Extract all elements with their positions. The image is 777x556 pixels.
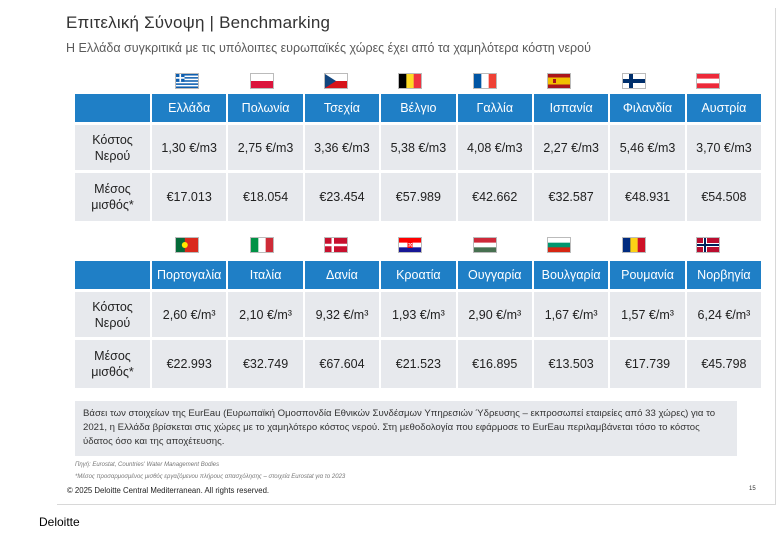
spain-flag-icon bbox=[522, 73, 596, 89]
cost-row-label: Κόστος Νερού bbox=[75, 289, 150, 337]
salary-cell: €16.895 bbox=[455, 337, 532, 388]
copyright-text: © 2025 Deloitte Central Mediterranean. A… bbox=[67, 486, 270, 495]
cost-cell: 2,90 €/m³ bbox=[455, 289, 532, 337]
salary-cell: €22.993 bbox=[150, 337, 227, 388]
portugal-flag-icon bbox=[150, 237, 224, 253]
flag-row-2 bbox=[150, 237, 745, 253]
salary-cell: €17.013 bbox=[150, 170, 227, 221]
greece-flag-icon bbox=[150, 73, 224, 89]
country-header: Ρουμανία bbox=[608, 261, 685, 289]
salary-row: Μέσος μισθός* €22.993 €32.749 €67.604 €21.52… bbox=[75, 337, 762, 388]
page-subtitle: Η Ελλάδα συγκριτικά με τις υπόλοιπες ευρ… bbox=[66, 41, 591, 55]
salary-row: Μέσος μισθός* €17.013 €18.054 €23.454 €57.98… bbox=[75, 170, 762, 221]
salary-cell: €48.931 bbox=[608, 170, 685, 221]
cost-row-label: Κόστος Νερού bbox=[75, 122, 150, 170]
belgium-flag-icon bbox=[373, 73, 447, 89]
country-header: Βέλγιο bbox=[379, 94, 456, 122]
header-row: Πορτογαλία Ιταλία Δανία Κροατία Ουγγαρία Βουλ… bbox=[75, 261, 762, 289]
corner-cell bbox=[75, 94, 150, 122]
finland-flag-icon bbox=[596, 73, 670, 89]
italy-flag-icon bbox=[224, 237, 298, 253]
brand-name: Deloitte bbox=[39, 515, 80, 529]
poland-flag-icon bbox=[224, 73, 298, 89]
bulgaria-flag-icon bbox=[522, 237, 596, 253]
country-header: Ουγγαρία bbox=[455, 261, 532, 289]
cost-cell: 1,93 €/m³ bbox=[379, 289, 456, 337]
salary-cell: €21.523 bbox=[379, 337, 456, 388]
hungary-flag-icon bbox=[448, 237, 522, 253]
country-header: Φιλανδία bbox=[608, 94, 685, 122]
cost-cell: 2,27 €/m3 bbox=[531, 122, 609, 170]
salary-row-label: Μέσος μισθός* bbox=[75, 170, 150, 221]
salary-footnote: *Μέσος προσαρμοσμένος μισθός εργαζόμενου… bbox=[75, 474, 346, 480]
cost-cell: 6,24 €/m³ bbox=[684, 289, 762, 337]
flag-row-1 bbox=[150, 73, 745, 89]
salary-cell: €42.662 bbox=[455, 170, 532, 221]
header-row: Ελλάδα Πολωνία Τσεχία Βέλγιο Γαλλία Ισπανία Φι… bbox=[75, 94, 762, 122]
benchmark-table-1: Ελλάδα Πολωνία Τσεχία Βέλγιο Γαλλία Ισπανία Φι… bbox=[75, 94, 762, 221]
cost-cell: 5,46 €/m3 bbox=[608, 122, 685, 170]
cost-cell: 4,08 €/m3 bbox=[455, 122, 532, 170]
cost-cell: 2,60 €/m³ bbox=[150, 289, 227, 337]
salary-cell: €18.054 bbox=[226, 170, 303, 221]
salary-cell: €45.798 bbox=[684, 337, 762, 388]
cost-cell: 9,32 €/m³ bbox=[302, 289, 380, 337]
cost-cell: 1,67 €/m³ bbox=[531, 289, 609, 337]
cost-cell: 1,57 €/m³ bbox=[608, 289, 685, 337]
corner-cell bbox=[75, 261, 150, 289]
country-header: Ιταλία bbox=[226, 261, 303, 289]
salary-cell: €32.587 bbox=[531, 170, 609, 221]
salary-cell: €54.508 bbox=[684, 170, 762, 221]
cost-cell: 3,36 €/m3 bbox=[302, 122, 380, 170]
norway-flag-icon bbox=[671, 237, 745, 253]
czechia-flag-icon bbox=[299, 73, 373, 89]
cost-cell: 2,75 €/m3 bbox=[226, 122, 303, 170]
salary-cell: €32.749 bbox=[226, 337, 303, 388]
croatia-flag-icon bbox=[373, 237, 447, 253]
source-line: Πηγή: Eurostat, Countries' Water Managem… bbox=[75, 462, 220, 468]
country-header: Δανία bbox=[302, 261, 380, 289]
page-number: 15 bbox=[749, 486, 756, 492]
country-header: Πορτογαλία bbox=[150, 261, 227, 289]
country-header: Ισπανία bbox=[531, 94, 609, 122]
cost-cell: 2,10 €/m³ bbox=[226, 289, 303, 337]
salary-cell: €67.604 bbox=[302, 337, 380, 388]
cost-row: Κόστος Νερού 2,60 €/m³ 2,10 €/m³ 9,32 €/m³ 1… bbox=[75, 289, 762, 337]
country-header: Γαλλία bbox=[455, 94, 532, 122]
cost-row: Κόστος Νερού 1,30 €/m3 2,75 €/m3 3,36 €/m3 5… bbox=[75, 122, 762, 170]
cost-cell: 3,70 €/m3 bbox=[684, 122, 762, 170]
salary-cell: €57.989 bbox=[379, 170, 456, 221]
country-header: Αυστρία bbox=[684, 94, 762, 122]
country-header: Νορβηγία bbox=[684, 261, 762, 289]
denmark-flag-icon bbox=[299, 237, 373, 253]
country-header: Πολωνία bbox=[226, 94, 303, 122]
country-header: Τσεχία bbox=[302, 94, 380, 122]
romania-flag-icon bbox=[596, 237, 670, 253]
salary-cell: €23.454 bbox=[302, 170, 380, 221]
benchmark-table-2: Πορτογαλία Ιταλία Δανία Κροατία Ουγγαρία Βουλ… bbox=[75, 261, 762, 388]
austria-flag-icon bbox=[671, 73, 745, 89]
salary-cell: €17.739 bbox=[608, 337, 685, 388]
france-flag-icon bbox=[448, 73, 522, 89]
cost-cell: 1,30 €/m3 bbox=[150, 122, 227, 170]
country-header: Ελλάδα bbox=[150, 94, 227, 122]
salary-cell: €13.503 bbox=[531, 337, 609, 388]
salary-row-label: Μέσος μισθός* bbox=[75, 337, 150, 388]
country-header: Βουλγαρία bbox=[531, 261, 609, 289]
page-title: Επιτελική Σύνοψη | Benchmarking bbox=[66, 13, 331, 32]
cost-cell: 5,38 €/m3 bbox=[379, 122, 456, 170]
country-header: Κροατία bbox=[379, 261, 456, 289]
methodology-note: Βάσει των στοιχείων της EurEau (Ευρωπαϊκ… bbox=[75, 401, 737, 456]
